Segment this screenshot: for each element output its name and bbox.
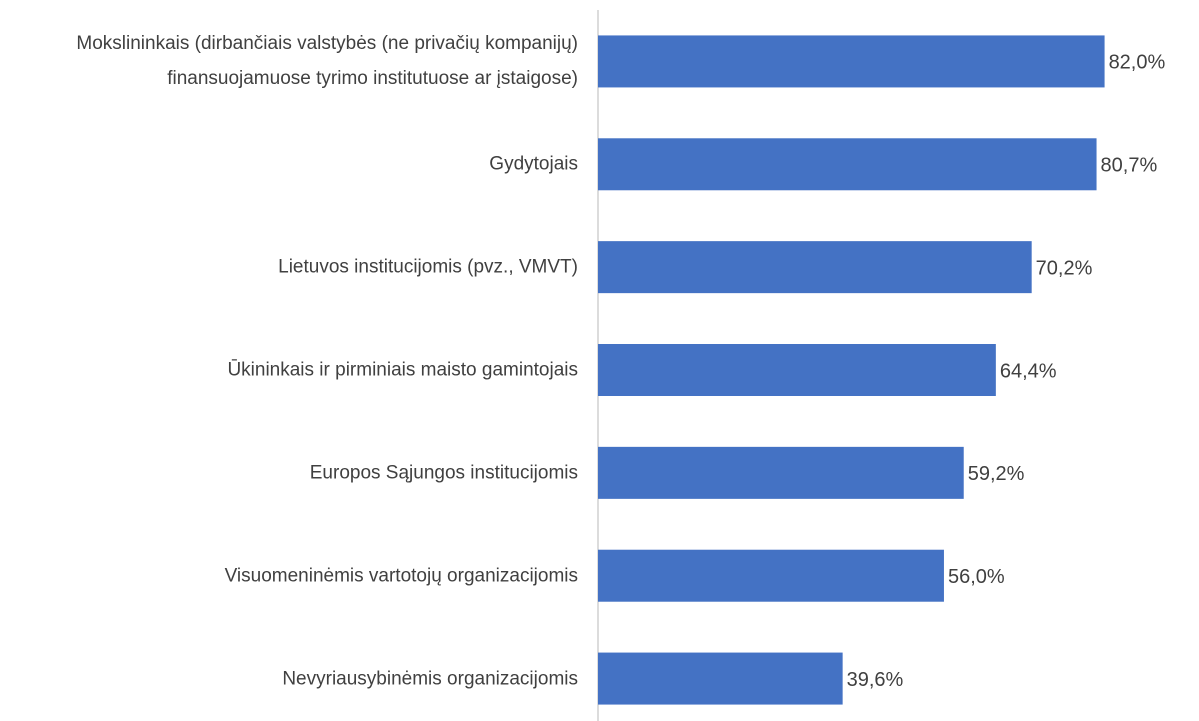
category-label: Ūkininkais ir pirminiais maisto gamintoj… bbox=[227, 359, 578, 381]
value-label: 70,2% bbox=[1036, 257, 1093, 279]
value-label: 82,0% bbox=[1109, 52, 1166, 74]
category-label: Europos Sąjungos institucijomis bbox=[309, 462, 578, 484]
bar bbox=[598, 652, 843, 705]
bar bbox=[598, 549, 944, 602]
category-label: Lietuvos institucijomis (pvz., VMVT) bbox=[278, 256, 578, 278]
value-label: 39,6% bbox=[847, 669, 904, 691]
bar bbox=[598, 35, 1105, 88]
value-label: 56,0% bbox=[948, 566, 1005, 588]
value-label: 64,4% bbox=[1000, 360, 1057, 382]
bar bbox=[598, 446, 964, 499]
bar bbox=[598, 344, 996, 396]
category-label: Visuomeninėmis vartotojų organizacijomis bbox=[224, 565, 578, 587]
category-label: Mokslininkais (dirbančiais valstybės (ne… bbox=[76, 33, 578, 90]
bar bbox=[598, 241, 1032, 294]
value-label: 59,2% bbox=[968, 463, 1025, 485]
category-label: Nevyriausybinėmis organizacijomis bbox=[282, 668, 578, 690]
bar bbox=[598, 138, 1097, 191]
value-label: 80,7% bbox=[1101, 155, 1158, 177]
category-label: Gydytojais bbox=[489, 153, 578, 175]
